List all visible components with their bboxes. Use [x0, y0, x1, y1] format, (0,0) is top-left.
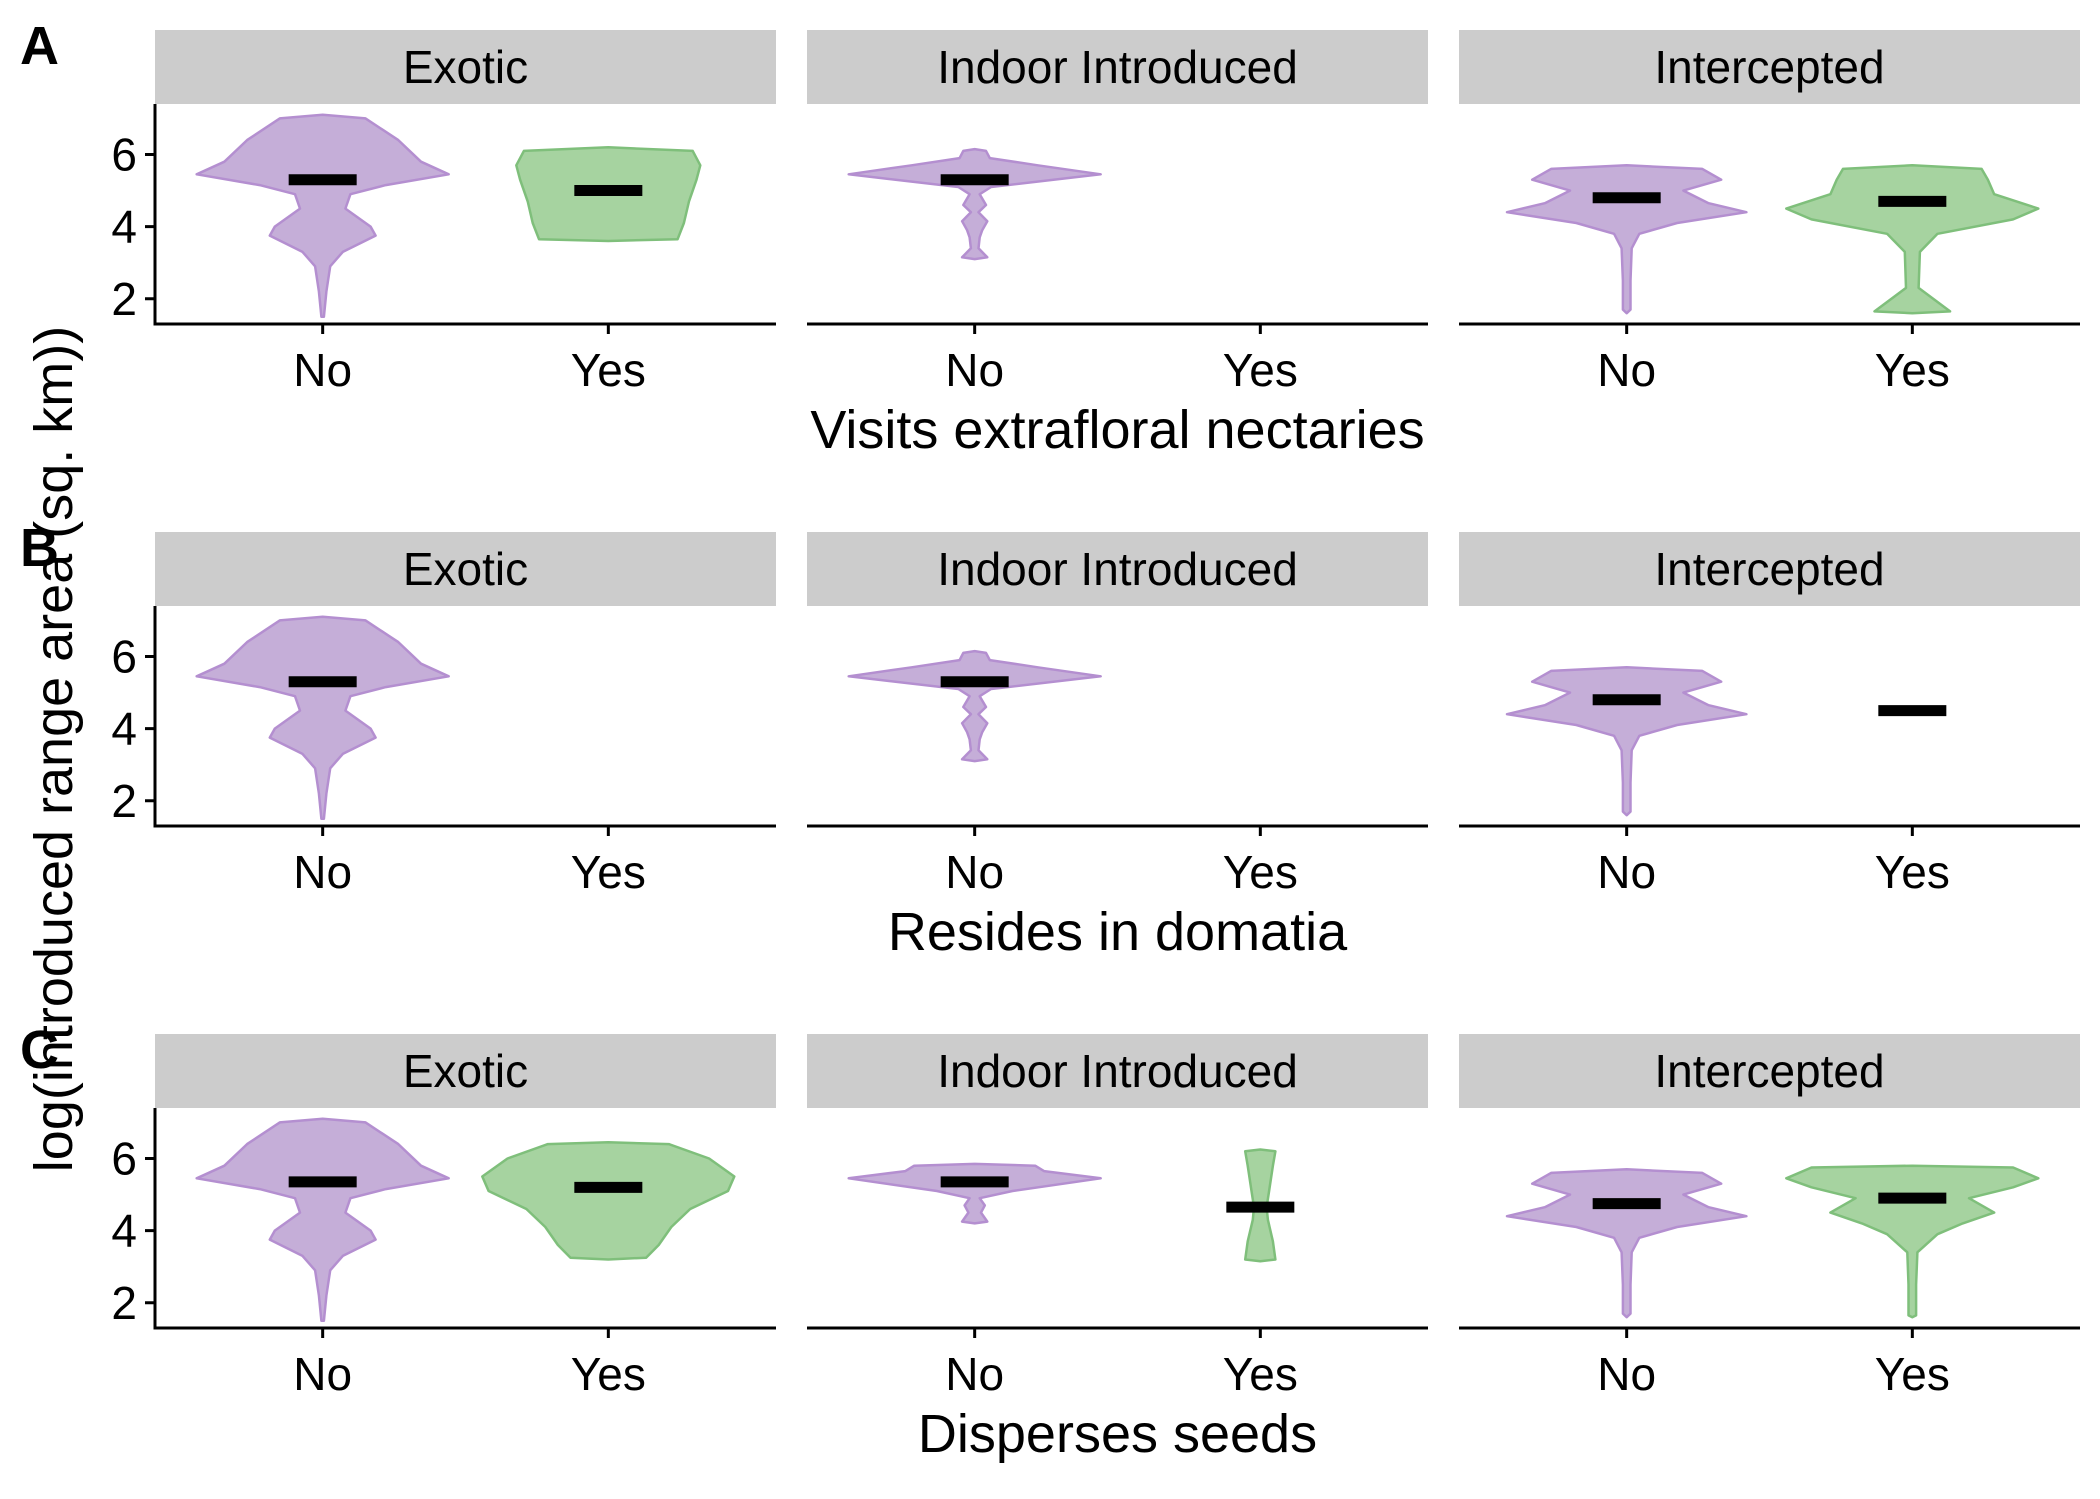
x-tick-label: No — [1597, 1348, 1656, 1400]
y-tick-label: 2 — [111, 273, 137, 325]
violin-yes — [481, 1141, 736, 1261]
x-tick-label: No — [1597, 846, 1656, 898]
facet-panel: Indoor Introduced No Yes — [807, 532, 1428, 898]
violin-no — [847, 147, 1102, 261]
panel-letter: A — [20, 16, 59, 76]
y-tick-label: 2 — [111, 1277, 137, 1329]
y-tick-label: 4 — [111, 1205, 137, 1257]
facet-strip-label: Exotic — [403, 543, 528, 595]
facet-panel: Intercepted No Yes — [1459, 532, 2080, 898]
violin-no — [1505, 164, 1748, 315]
y-tick-label: 4 — [111, 201, 137, 253]
violin-no — [195, 113, 450, 319]
x-tick-label: Yes — [571, 846, 646, 898]
facet-strip — [1459, 30, 2080, 104]
facet-strip-label: Intercepted — [1654, 41, 1884, 93]
facet-panel: Exotic 2 4 6 No Yes — [111, 30, 776, 396]
facet-strip-label: Exotic — [403, 41, 528, 93]
facet-panel: Intercepted No Yes — [1459, 1034, 2080, 1400]
facet-panel: Indoor Introduced No Yes — [807, 1034, 1428, 1400]
x-axis-title: Disperses seeds — [918, 1404, 1317, 1464]
x-tick-label: No — [293, 1348, 352, 1400]
y-tick-label: 2 — [111, 775, 137, 827]
y-tick-label: 4 — [111, 703, 137, 755]
x-tick-label: No — [293, 344, 352, 396]
facet-panel: Intercepted No Yes — [1459, 30, 2080, 396]
violin-no — [847, 649, 1102, 763]
facet-strip — [807, 1034, 1428, 1108]
x-tick-label: No — [293, 846, 352, 898]
facet-strip — [1459, 1034, 2080, 1108]
x-tick-label: No — [945, 344, 1004, 396]
facet-strip-label: Intercepted — [1654, 1045, 1884, 1097]
violin-no — [1505, 666, 1748, 817]
violin-no — [195, 615, 450, 821]
x-tick-label: No — [945, 1348, 1004, 1400]
facet-strip-label: Indoor Introduced — [937, 543, 1298, 595]
violin-no — [1505, 1168, 1748, 1319]
facet-strip — [1459, 532, 2080, 606]
x-tick-label: Yes — [1875, 846, 1950, 898]
facet-panel: Exotic 2 4 6 No Yes — [111, 1034, 776, 1400]
facet-strip — [155, 1034, 776, 1108]
x-tick-label: Yes — [1875, 1348, 1950, 1400]
facet-strip-label: Indoor Introduced — [937, 41, 1298, 93]
x-tick-label: Yes — [1223, 846, 1298, 898]
panel-letter: C — [20, 1020, 59, 1080]
facet-strip — [807, 532, 1428, 606]
x-tick-label: Yes — [1223, 344, 1298, 396]
facet-strip-label: Indoor Introduced — [937, 1045, 1298, 1097]
y-axis-title: log(introduced range area (sq. km)) — [24, 326, 84, 1172]
violin-no — [847, 1162, 1102, 1225]
facet-panel: Exotic 2 4 6 No Yes — [111, 532, 776, 898]
facet-strip-label: Intercepted — [1654, 543, 1884, 595]
y-tick-label: 6 — [111, 128, 137, 180]
violin-yes — [1785, 1164, 2040, 1319]
violin-yes — [1785, 164, 2040, 315]
facet-strip — [155, 532, 776, 606]
x-tick-label: No — [1597, 344, 1656, 396]
facet-panel: Indoor Introduced No Yes — [807, 30, 1428, 396]
x-axis-title: Visits extrafloral nectaries — [810, 400, 1424, 460]
x-tick-label: Yes — [571, 344, 646, 396]
x-tick-label: No — [945, 846, 1004, 898]
x-axis-title: Resides in domatia — [888, 902, 1348, 962]
facet-strip-label: Exotic — [403, 1045, 528, 1097]
x-tick-label: Yes — [571, 1348, 646, 1400]
x-tick-label: Yes — [1875, 344, 1950, 396]
facet-strip — [155, 30, 776, 104]
y-tick-label: 6 — [111, 1132, 137, 1184]
facet-strip — [807, 30, 1428, 104]
violin-no — [195, 1117, 450, 1323]
panel-letter: B — [20, 518, 59, 578]
y-tick-label: 6 — [111, 630, 137, 682]
x-tick-label: Yes — [1223, 1348, 1298, 1400]
